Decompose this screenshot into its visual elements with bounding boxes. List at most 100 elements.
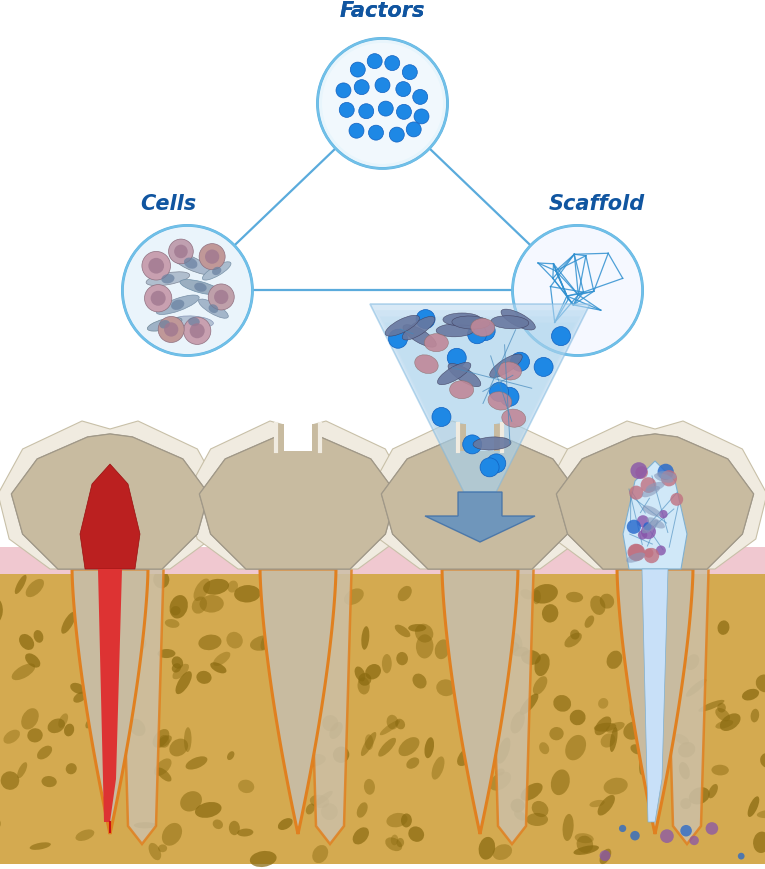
- Ellipse shape: [322, 715, 338, 732]
- Circle shape: [205, 250, 220, 264]
- Ellipse shape: [227, 580, 238, 593]
- Polygon shape: [442, 569, 518, 834]
- Circle shape: [406, 123, 422, 137]
- Ellipse shape: [643, 506, 661, 517]
- Ellipse shape: [715, 720, 733, 729]
- Ellipse shape: [435, 640, 450, 660]
- Ellipse shape: [1, 772, 19, 790]
- Ellipse shape: [532, 584, 558, 604]
- Circle shape: [627, 520, 641, 534]
- Circle shape: [490, 383, 509, 402]
- Circle shape: [151, 291, 166, 307]
- Polygon shape: [370, 305, 590, 493]
- Ellipse shape: [493, 640, 512, 653]
- Ellipse shape: [623, 721, 643, 740]
- Circle shape: [389, 128, 404, 143]
- Ellipse shape: [589, 800, 604, 807]
- Ellipse shape: [170, 595, 188, 619]
- Ellipse shape: [199, 300, 228, 319]
- Ellipse shape: [227, 752, 234, 760]
- Ellipse shape: [131, 637, 146, 650]
- Ellipse shape: [361, 627, 369, 650]
- Circle shape: [413, 90, 428, 105]
- Polygon shape: [379, 317, 581, 493]
- Ellipse shape: [639, 748, 646, 775]
- Ellipse shape: [452, 316, 490, 329]
- Circle shape: [629, 486, 643, 501]
- Ellipse shape: [610, 727, 617, 752]
- Ellipse shape: [164, 620, 180, 628]
- Ellipse shape: [157, 735, 172, 748]
- Ellipse shape: [66, 763, 76, 774]
- Ellipse shape: [674, 734, 689, 745]
- Ellipse shape: [26, 580, 44, 598]
- Ellipse shape: [708, 784, 718, 799]
- Polygon shape: [556, 434, 754, 569]
- Ellipse shape: [272, 592, 295, 602]
- Ellipse shape: [601, 733, 615, 747]
- Circle shape: [630, 462, 647, 480]
- Polygon shape: [276, 425, 284, 452]
- Ellipse shape: [598, 698, 608, 709]
- Ellipse shape: [64, 724, 74, 737]
- Ellipse shape: [436, 324, 474, 337]
- Ellipse shape: [720, 713, 741, 731]
- Ellipse shape: [386, 838, 402, 851]
- Polygon shape: [543, 421, 765, 569]
- Ellipse shape: [510, 799, 525, 813]
- Ellipse shape: [210, 662, 226, 673]
- Ellipse shape: [355, 667, 366, 681]
- Ellipse shape: [344, 588, 364, 605]
- Ellipse shape: [278, 819, 293, 830]
- Ellipse shape: [175, 672, 192, 694]
- Ellipse shape: [600, 849, 611, 864]
- Ellipse shape: [158, 845, 167, 852]
- Circle shape: [510, 353, 529, 372]
- Circle shape: [600, 850, 610, 861]
- Circle shape: [644, 548, 659, 564]
- Circle shape: [190, 324, 205, 339]
- Ellipse shape: [493, 844, 512, 860]
- Ellipse shape: [403, 325, 436, 348]
- Circle shape: [214, 290, 229, 305]
- Text: Cells: Cells: [140, 194, 196, 214]
- Ellipse shape: [184, 258, 197, 269]
- Circle shape: [659, 510, 668, 519]
- Ellipse shape: [76, 830, 94, 841]
- Ellipse shape: [425, 335, 448, 352]
- Ellipse shape: [203, 262, 231, 281]
- Ellipse shape: [594, 717, 611, 735]
- Ellipse shape: [753, 832, 765, 853]
- Ellipse shape: [312, 845, 328, 863]
- Ellipse shape: [642, 521, 659, 534]
- Circle shape: [416, 310, 435, 329]
- Circle shape: [534, 358, 553, 377]
- Circle shape: [680, 825, 692, 837]
- Circle shape: [174, 245, 187, 259]
- Ellipse shape: [686, 679, 706, 697]
- Ellipse shape: [172, 664, 189, 680]
- Ellipse shape: [549, 727, 564, 740]
- Circle shape: [637, 515, 649, 527]
- Ellipse shape: [409, 624, 426, 632]
- Ellipse shape: [156, 767, 171, 782]
- Polygon shape: [382, 434, 578, 569]
- Polygon shape: [556, 434, 754, 569]
- Circle shape: [630, 831, 640, 840]
- Ellipse shape: [570, 630, 580, 640]
- Circle shape: [635, 467, 648, 480]
- Ellipse shape: [250, 635, 275, 651]
- Ellipse shape: [154, 759, 171, 776]
- Circle shape: [164, 323, 178, 337]
- Polygon shape: [72, 569, 148, 834]
- Ellipse shape: [577, 836, 593, 853]
- Ellipse shape: [521, 650, 541, 665]
- Ellipse shape: [171, 300, 184, 310]
- Ellipse shape: [646, 518, 665, 529]
- Ellipse shape: [382, 654, 392, 673]
- Ellipse shape: [637, 670, 653, 684]
- Ellipse shape: [718, 620, 730, 635]
- Ellipse shape: [431, 757, 444, 779]
- Ellipse shape: [41, 776, 57, 787]
- Ellipse shape: [159, 735, 170, 748]
